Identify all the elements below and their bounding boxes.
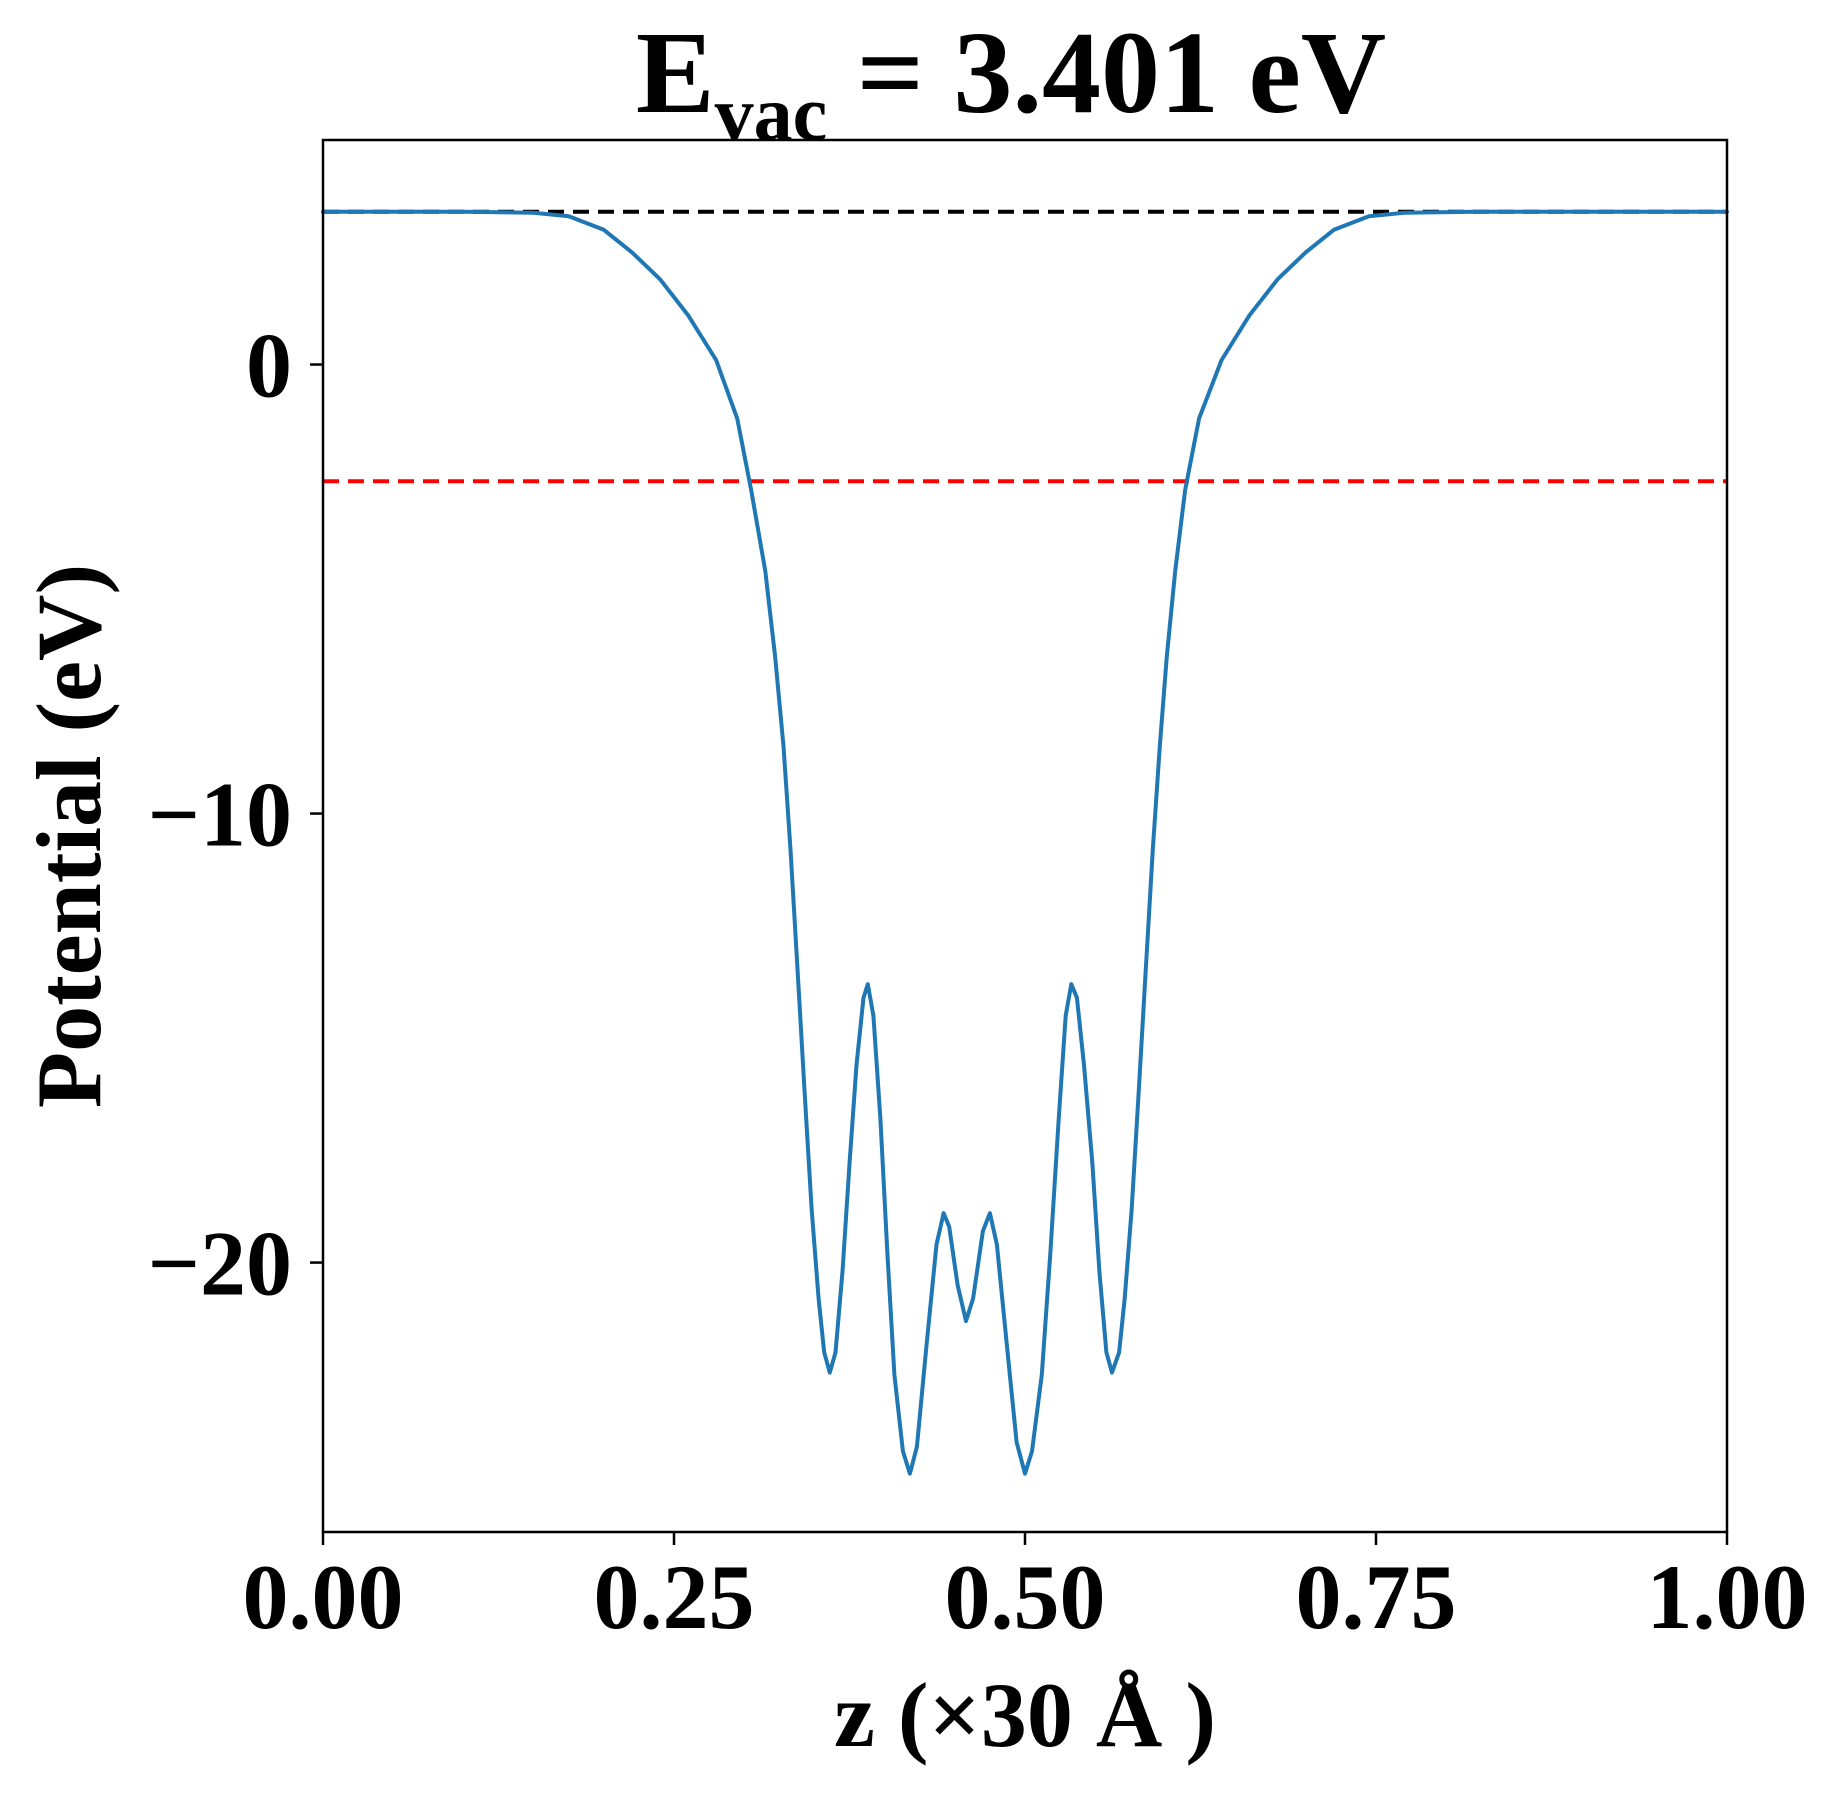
y-tick-label-1: 0 [246, 315, 292, 417]
x-tick-label-1: 0.00 [243, 1546, 404, 1648]
y-axis-label: Potential (eV) [18, 564, 120, 1108]
x-tick-label-4: 0.75 [1296, 1546, 1457, 1648]
y-tick-label-3: −20 [148, 1213, 292, 1315]
chart-title-subscript: vac [715, 70, 828, 157]
y-axis-ticks: 0 −10 −20 [148, 315, 323, 1315]
plot-frame [321, 138, 1729, 1534]
plot-area [321, 209, 1729, 1476]
x-tick-label-3: 0.50 [945, 1546, 1106, 1648]
x-axis-ticks: 0.00 0.25 0.50 0.75 1.00 [243, 1532, 1808, 1648]
x-axis-label: z (×30 Å ) [834, 1664, 1216, 1766]
y-tick-label-2: −10 [148, 764, 292, 866]
x-tick-label-2: 0.25 [594, 1546, 755, 1648]
series-line-1 [321, 209, 1729, 1476]
chart-title-rest: = 3.401 eV [827, 7, 1386, 138]
chart-title: Evac = 3.401 eV [636, 7, 1386, 157]
x-tick-label-5: 1.00 [1647, 1546, 1808, 1648]
chart-title-main: E [636, 7, 715, 138]
